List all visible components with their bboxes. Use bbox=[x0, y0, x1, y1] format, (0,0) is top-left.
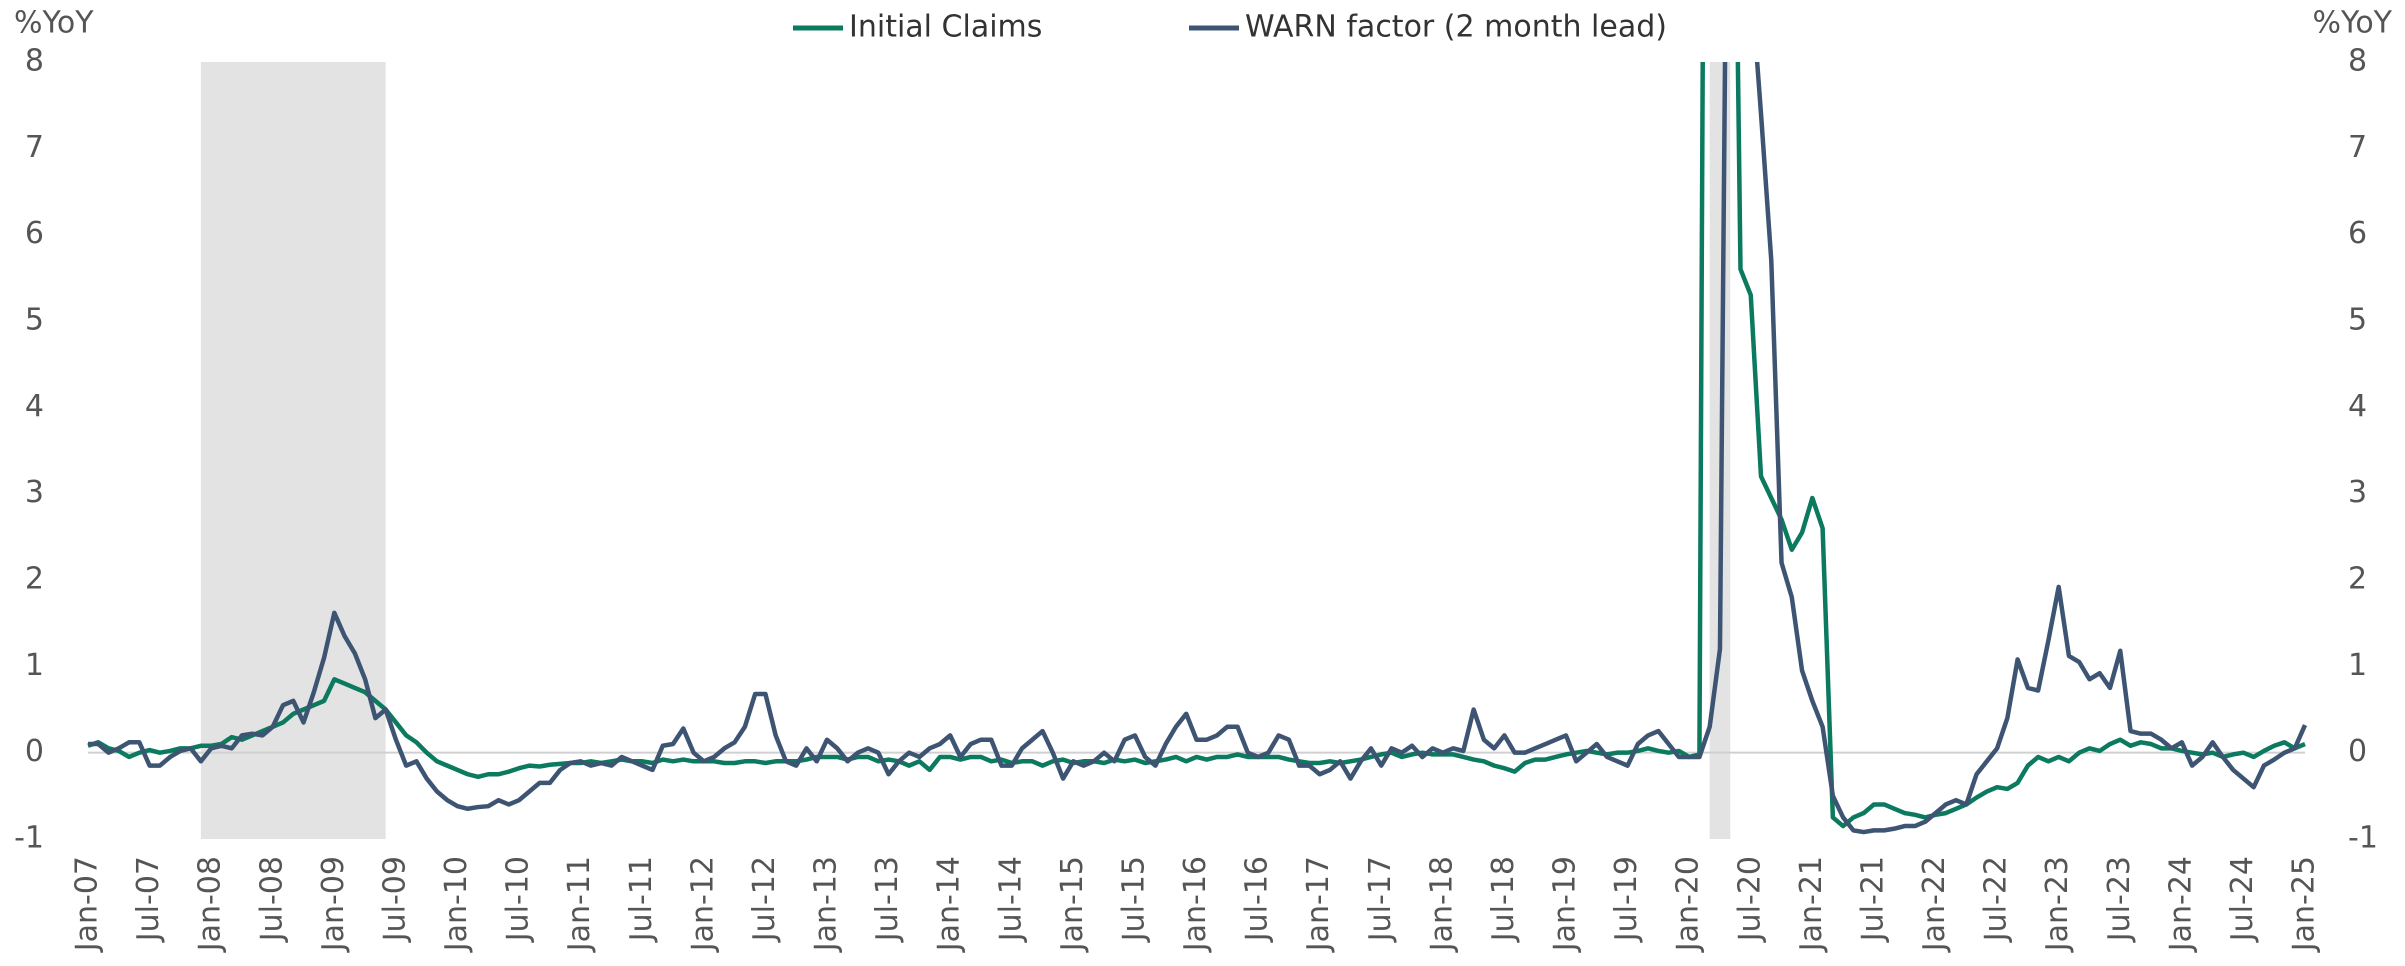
x-tick-label: Jul-22 bbox=[1979, 856, 2014, 943]
y2-axis-title: %YoY bbox=[2312, 6, 2392, 41]
x-tick-label: Jan-12 bbox=[685, 856, 720, 953]
y-tick-label: 3 bbox=[25, 475, 44, 510]
x-tick-label: Jan-07 bbox=[70, 856, 105, 953]
x-tick-label: Jul-07 bbox=[131, 856, 166, 943]
series-line bbox=[88, 62, 2308, 835]
x-tick-label: Jan-10 bbox=[439, 856, 474, 953]
x-tick-label: Jul-18 bbox=[1486, 856, 1521, 943]
x-tick-label: Jan-13 bbox=[809, 856, 844, 953]
x-tick-label: Jul-12 bbox=[747, 856, 782, 943]
y-tick-label: -1 bbox=[14, 821, 44, 856]
x-tick-label: Jul-24 bbox=[2225, 856, 2260, 943]
x-tick-label: Jan-25 bbox=[2287, 856, 2322, 953]
x-tick-label: Jul-13 bbox=[870, 856, 905, 943]
y2-tick-label: 5 bbox=[2348, 303, 2367, 338]
y2-tick-label: 0 bbox=[2348, 734, 2367, 769]
x-tick-label: Jan-11 bbox=[562, 856, 597, 953]
y-axis-title: %YoY bbox=[14, 6, 94, 41]
x-tick-label: Jan-23 bbox=[2040, 856, 2075, 953]
series-line bbox=[87, 62, 2306, 829]
x-tick-label: Jul-23 bbox=[2102, 856, 2137, 943]
x-tick-label: Jan-16 bbox=[1178, 856, 1213, 953]
y2-tick-label: 3 bbox=[2348, 475, 2367, 510]
y-tick-label: 4 bbox=[25, 389, 44, 424]
x-tick-label: Jul-16 bbox=[1240, 856, 1275, 943]
y-tick-label: 7 bbox=[25, 130, 44, 165]
x-tick-label: Jul-14 bbox=[993, 856, 1028, 943]
y2-tick-label: 6 bbox=[2348, 216, 2367, 251]
x-tick-label: Jan-08 bbox=[193, 856, 228, 953]
x-tick-label: Jan-21 bbox=[1794, 856, 1829, 953]
x-tick-label: Jul-17 bbox=[1363, 856, 1398, 943]
y2-tick-label: 2 bbox=[2348, 562, 2367, 597]
x-tick-label: Jan-20 bbox=[1671, 856, 1706, 953]
legend-label: Initial Claims bbox=[849, 10, 1042, 45]
x-tick-label: Jan-18 bbox=[1424, 856, 1459, 953]
x-tick-label: Jan-19 bbox=[1548, 856, 1583, 953]
legend-label: WARN factor (2 month lead) bbox=[1245, 10, 1667, 45]
x-tick-label: Jan-14 bbox=[932, 856, 967, 953]
y-tick-label: 2 bbox=[25, 562, 44, 597]
x-tick-label: Jan-15 bbox=[1055, 856, 1090, 953]
x-tick-label: Jul-10 bbox=[501, 856, 536, 943]
x-tick-label: Jul-15 bbox=[1116, 856, 1151, 943]
y2-tick-label: 7 bbox=[2348, 130, 2367, 165]
y-tick-label: 1 bbox=[25, 648, 44, 683]
x-tick-label: Jul-19 bbox=[1609, 856, 1644, 943]
y-tick-label: 0 bbox=[25, 734, 44, 769]
y-tick-label: 8 bbox=[25, 44, 44, 79]
x-tick-label: Jul-21 bbox=[1855, 856, 1890, 943]
x-tick-label: Jan-22 bbox=[1917, 856, 1952, 953]
x-tick-label: Jul-20 bbox=[1732, 856, 1767, 943]
y-tick-label: 6 bbox=[25, 216, 44, 251]
y2-tick-label: 1 bbox=[2348, 648, 2367, 683]
y2-tick-label: 8 bbox=[2348, 44, 2367, 79]
x-tick-label: Jan-24 bbox=[2163, 856, 2198, 953]
x-tick-label: Jul-09 bbox=[377, 856, 412, 943]
y2-tick-label: 4 bbox=[2348, 389, 2367, 424]
y-tick-label: 5 bbox=[25, 303, 44, 338]
shaded-period bbox=[200, 62, 386, 839]
y2-tick-label: -1 bbox=[2348, 821, 2378, 856]
x-tick-label: Jul-08 bbox=[254, 856, 289, 943]
x-tick-label: Jan-09 bbox=[316, 856, 351, 953]
x-tick-label: Jul-11 bbox=[624, 856, 659, 943]
x-tick-label: Jan-17 bbox=[1301, 856, 1336, 953]
